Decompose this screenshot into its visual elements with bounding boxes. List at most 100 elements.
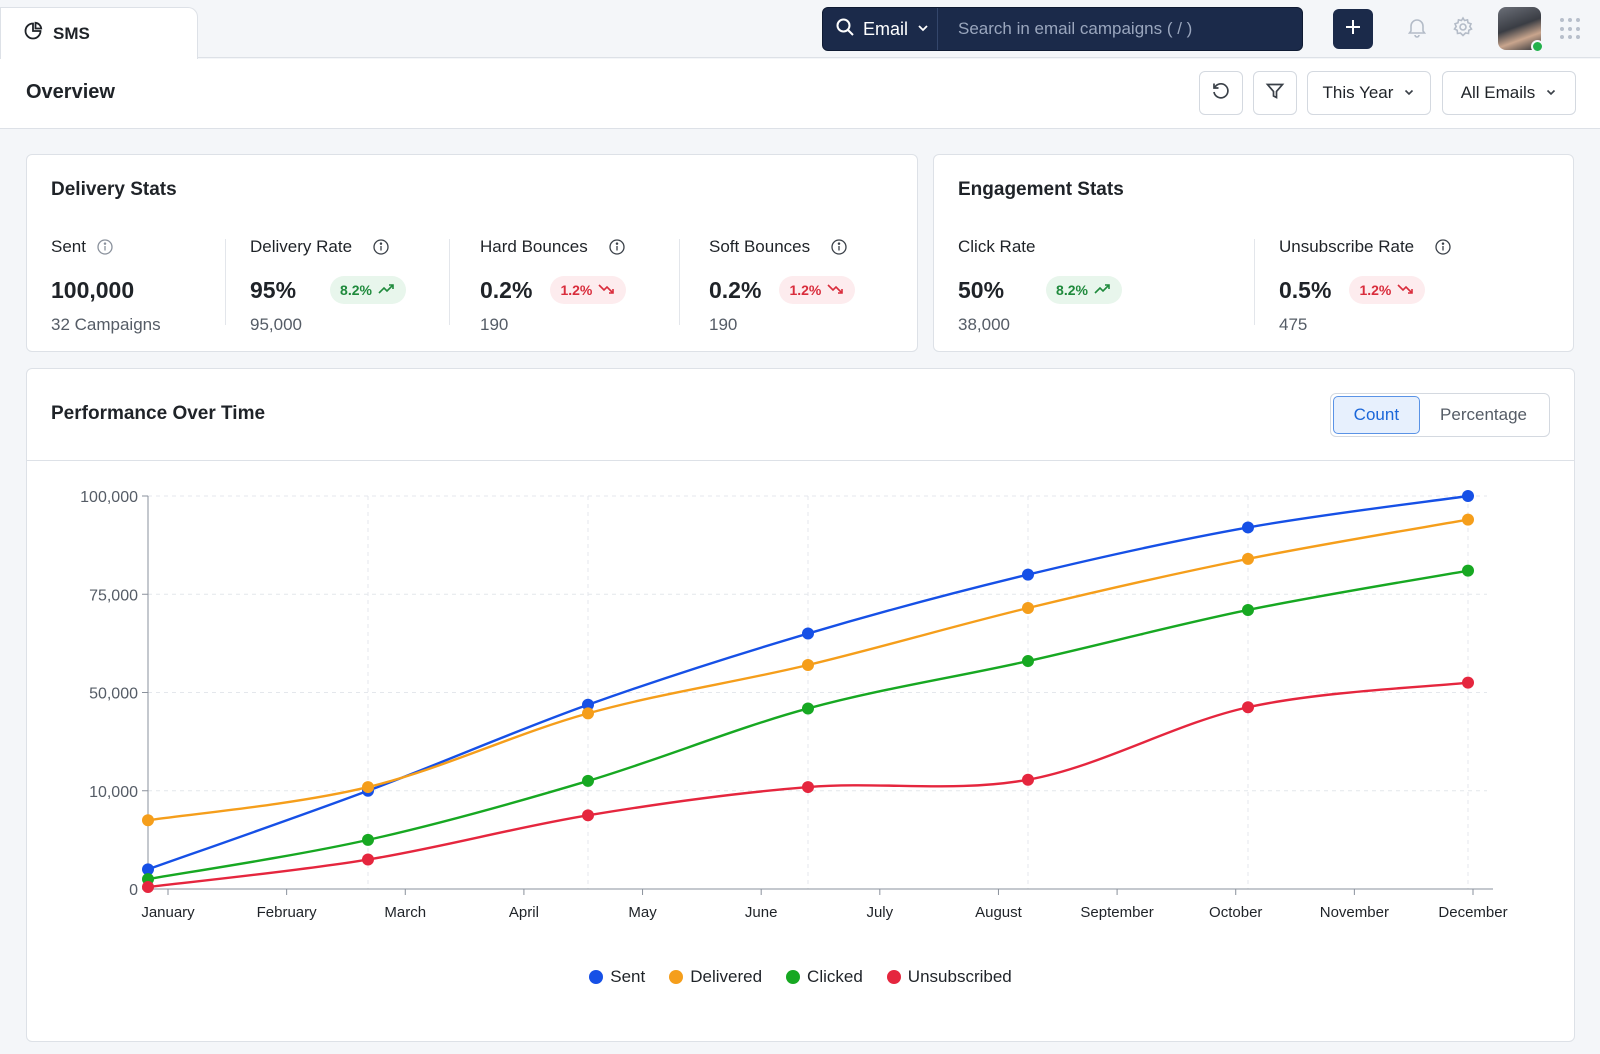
- stat-value: 100,000: [51, 276, 135, 303]
- data-point-unsubscribed: [1242, 701, 1254, 714]
- apps-grid-icon[interactable]: [1560, 18, 1582, 40]
- data-point-clicked: [362, 833, 374, 846]
- data-point-sent: [1462, 490, 1474, 502]
- trend-up-icon: [378, 282, 396, 298]
- page-title: Overview: [26, 81, 115, 103]
- data-point-unsubscribed: [142, 881, 154, 894]
- legend-label: Sent: [610, 967, 646, 986]
- legend-dot: [669, 970, 684, 984]
- tab-sms[interactable]: SMS: [0, 7, 198, 59]
- info-icon[interactable]: [608, 238, 626, 256]
- data-point-delivered: [1022, 602, 1034, 615]
- data-point-sent: [582, 698, 594, 711]
- stat-value: 0.5%: [1279, 276, 1332, 303]
- chart-pie-icon: [23, 21, 43, 46]
- bell-icon: [1406, 16, 1428, 43]
- x-tick-label: November: [1320, 904, 1389, 921]
- refresh-button[interactable]: [1199, 71, 1243, 115]
- legend-item-unsubscribed[interactable]: Unsubscribed: [886, 967, 1012, 987]
- stat-click-rate: Click Rate 50% 8.2% 38,000: [958, 235, 1122, 334]
- settings-button[interactable]: [1449, 15, 1477, 43]
- x-tick-label: March: [384, 904, 426, 921]
- y-tick-label: 100,000: [80, 489, 138, 506]
- x-tick-label: January: [141, 904, 195, 921]
- email-filter-dropdown[interactable]: All Emails: [1442, 71, 1576, 115]
- engagement-stats-title: Engagement Stats: [958, 179, 1124, 200]
- legend-label: Unsubscribed: [907, 967, 1012, 986]
- stat-sub: 38,000: [958, 315, 1010, 334]
- stat-value: 50%: [958, 276, 1005, 303]
- chevron-down-icon: [916, 19, 930, 40]
- search-input[interactable]: [938, 8, 1302, 50]
- period-filter-dropdown[interactable]: This Year: [1307, 71, 1431, 115]
- data-point-clicked: [1462, 564, 1474, 577]
- user-avatar[interactable]: [1498, 7, 1544, 53]
- toggle-count-button[interactable]: Count: [1332, 396, 1421, 434]
- chevron-down-icon: [1545, 83, 1557, 103]
- data-point-unsubscribed: [582, 809, 594, 822]
- info-icon[interactable]: [830, 238, 848, 256]
- data-point-sent: [142, 863, 154, 876]
- notifications-button[interactable]: [1403, 15, 1431, 43]
- stat-value: 95%: [250, 276, 297, 303]
- stat-label: Soft Bounces: [709, 237, 811, 256]
- data-point-delivered: [362, 781, 374, 794]
- data-point-clicked: [582, 774, 594, 787]
- filter-button[interactable]: [1253, 71, 1297, 115]
- info-icon[interactable]: [96, 238, 114, 256]
- stat-sent: Sent 100,000 32 Campaigns: [51, 235, 161, 334]
- divider: [225, 239, 226, 325]
- info-icon[interactable]: [372, 238, 390, 256]
- legend-dot: [886, 970, 901, 984]
- data-point-delivered: [1242, 552, 1254, 565]
- stat-sub: 32 Campaigns: [51, 315, 161, 334]
- top-bar: SMS Email: [0, 0, 1600, 59]
- search-bar: Email: [822, 7, 1303, 51]
- stat-value: 0.2%: [709, 276, 762, 303]
- performance-card: Performance Over Time Count Percentage 0…: [26, 368, 1575, 1042]
- info-icon[interactable]: [1434, 238, 1452, 256]
- data-point-clicked: [1022, 655, 1034, 668]
- data-point-unsubscribed: [1462, 676, 1474, 689]
- delivery-stats-title: Delivery Stats: [51, 179, 177, 200]
- data-point-delivered: [582, 707, 594, 720]
- toggle-percentage-button[interactable]: Percentage: [1440, 405, 1527, 424]
- refresh-icon: [1210, 80, 1232, 107]
- badge-value: 8.2%: [1056, 282, 1088, 298]
- plus-icon: [1343, 17, 1363, 42]
- x-tick-label: October: [1209, 904, 1262, 921]
- x-tick-label: June: [745, 904, 778, 921]
- trend-badge-down: 1.2%: [779, 276, 856, 304]
- x-tick-label: August: [975, 904, 1023, 921]
- data-point-delivered: [802, 658, 814, 671]
- legend-item-delivered[interactable]: Delivered: [669, 967, 762, 987]
- badge-value: 8.2%: [340, 282, 372, 298]
- trend-badge-down: 1.2%: [550, 276, 627, 304]
- create-button[interactable]: [1333, 9, 1373, 49]
- search-scope-dropdown[interactable]: Email: [823, 8, 938, 50]
- email-filter-label: All Emails: [1460, 83, 1536, 102]
- trend-up-icon: [1094, 282, 1112, 298]
- trend-down-icon: [827, 282, 845, 298]
- stat-sub: 95,000: [250, 315, 302, 334]
- data-point-sent: [802, 627, 814, 640]
- data-point-sent: [1242, 521, 1254, 534]
- data-point-unsubscribed: [1022, 773, 1034, 786]
- x-tick-label: February: [257, 904, 318, 921]
- legend-item-clicked[interactable]: Clicked: [786, 967, 863, 987]
- x-tick-label: July: [866, 904, 893, 921]
- divider: [1254, 239, 1255, 325]
- badge-value: 1.2%: [560, 282, 593, 298]
- data-point-delivered: [1462, 513, 1474, 526]
- period-filter-label: This Year: [1322, 83, 1394, 102]
- trend-down-icon: [1397, 282, 1415, 298]
- search-icon: [835, 17, 855, 42]
- stat-sub: 475: [1279, 315, 1308, 334]
- search-scope-label: Email: [863, 18, 909, 39]
- performance-title: Performance Over Time: [51, 403, 266, 424]
- gear-icon: [1452, 15, 1474, 43]
- trend-down-icon: [598, 282, 616, 298]
- legend-item-sent[interactable]: Sent: [589, 967, 645, 987]
- stat-sub: 190: [709, 315, 738, 334]
- trend-badge-up: 8.2%: [330, 276, 406, 304]
